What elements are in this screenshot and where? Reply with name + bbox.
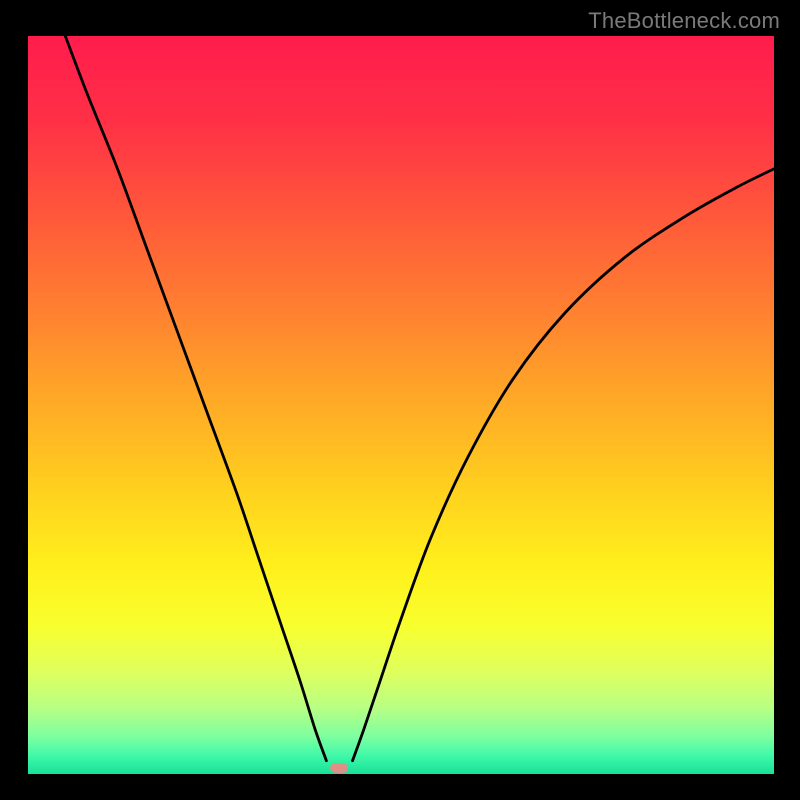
minimum-marker [330, 763, 348, 773]
chart-stage: TheBottleneck.com [0, 0, 800, 800]
plot-area [28, 36, 774, 774]
watermark-text: TheBottleneck.com [588, 8, 780, 34]
bottleneck-curve [28, 36, 774, 774]
